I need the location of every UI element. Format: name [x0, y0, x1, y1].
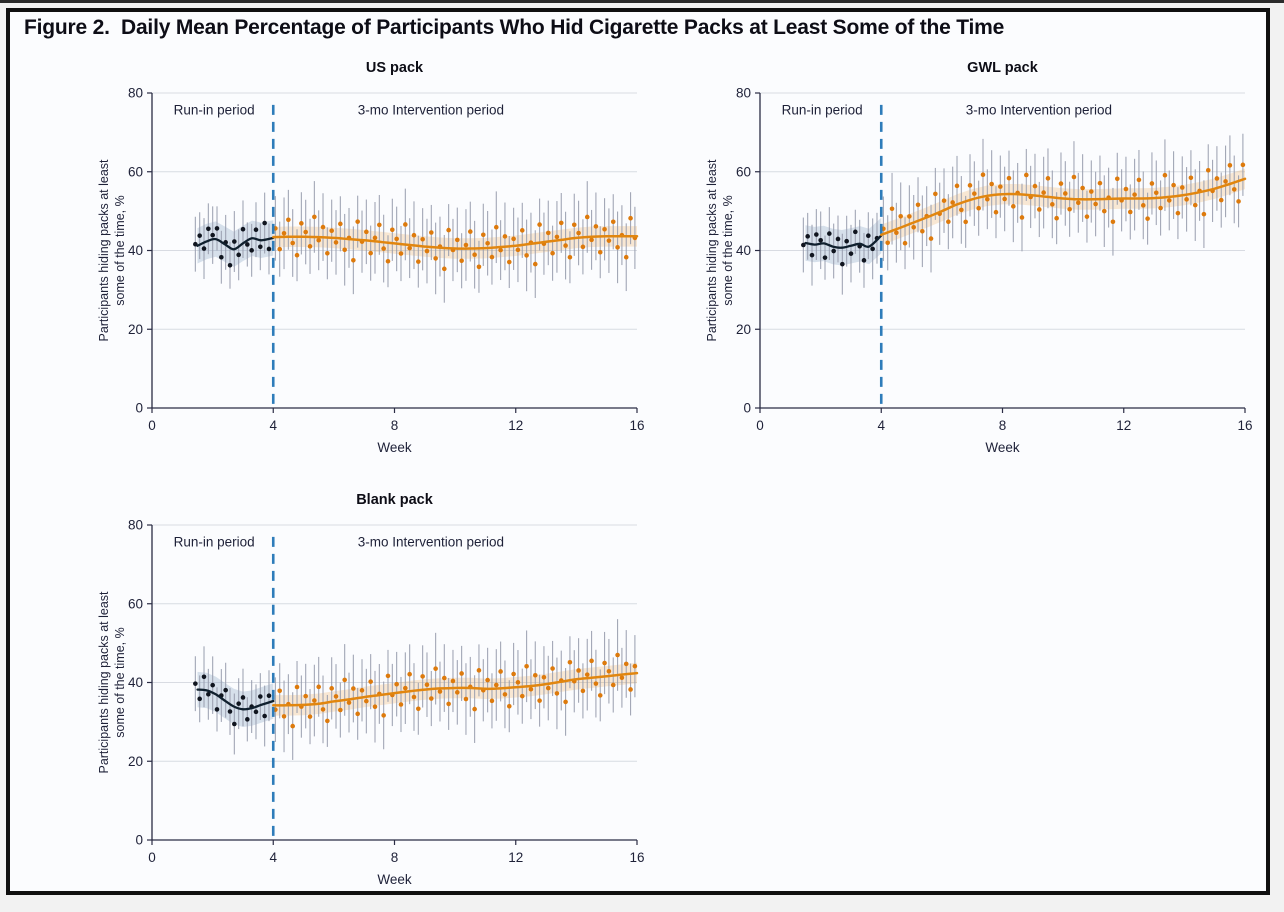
figure-2-container: Figure 2. Daily Mean Percentage of Parti… [6, 8, 1270, 895]
y-tick-label: 0 [135, 833, 143, 848]
x-tick-label: 4 [269, 418, 277, 433]
y-tick-label: 20 [128, 322, 143, 337]
intervention-trend-line [272, 235, 639, 250]
panel-title: Blank pack [356, 492, 433, 508]
intervention-period-label: 3-mo Intervention period [358, 535, 504, 550]
y-tick-label: 80 [128, 518, 143, 533]
x-tick-label: 16 [1237, 418, 1252, 433]
x-axis-label: Week [985, 440, 1020, 455]
y-tick-label: 40 [128, 675, 143, 690]
intervention-confidence-band [881, 168, 1245, 245]
intervention-trend-line [272, 671, 639, 707]
x-tick-label: 12 [508, 418, 523, 433]
intervention-period-label: 3-mo Intervention period [358, 103, 504, 118]
y-tick-label: 20 [736, 322, 751, 337]
y-axis-label-line1: Participants hiding packs at least [97, 591, 111, 774]
run-in-confidence-band [805, 217, 882, 266]
y-tick-label: 20 [128, 754, 143, 769]
x-tick-label: 8 [999, 418, 1007, 433]
x-axis-label: Week [377, 872, 412, 887]
y-tick-label: 80 [128, 86, 143, 101]
panel-gwl-pack: 0 20 40 60 80 0 4 8 12 16 Week Participants hiding … [705, 60, 1253, 455]
intervention-dots [273, 652, 638, 729]
x-tick-label: 8 [391, 418, 399, 433]
x-tick-label: 16 [629, 850, 644, 865]
run-in-confidence-band [197, 220, 274, 267]
y-tick-label: 0 [135, 401, 143, 416]
x-tick-label: 16 [629, 418, 644, 433]
run-in-period-label: Run-in period [782, 103, 863, 118]
y-tick-label: 60 [736, 164, 751, 179]
intervention-period-label: 3-mo Intervention period [966, 103, 1112, 118]
run-in-trend-line [196, 236, 275, 251]
panel-title: US pack [366, 60, 424, 76]
intervention-trend-line [880, 177, 1247, 237]
y-axis-label-line2: some of the time, % [721, 195, 735, 305]
x-tick-label: 8 [391, 850, 399, 865]
y-tick-label: 0 [743, 401, 751, 416]
run-in-dots [193, 220, 272, 268]
figure-title: Figure 2. Daily Mean Percentage of Parti… [24, 16, 1005, 39]
run-in-trend-line [196, 688, 275, 711]
y-axis-label-line2: some of the time, % [113, 195, 127, 305]
run-in-period-label: Run-in period [174, 103, 255, 118]
y-tick-label: 40 [736, 243, 751, 258]
x-tick-label: 12 [508, 850, 523, 865]
y-axis-label-line1: Participants hiding packs at least [705, 159, 719, 342]
intervention-confidence-band [273, 226, 637, 259]
x-tick-label: 4 [877, 418, 885, 433]
intervention-dots [273, 214, 638, 272]
y-tick-label: 60 [128, 164, 143, 179]
y-tick-label: 60 [128, 596, 143, 611]
y-axis-label-line2: some of the time, % [113, 627, 127, 737]
y-tick-label: 80 [736, 86, 751, 101]
run-in-trend-line [804, 234, 883, 249]
panel-blank-pack: 0 20 40 60 80 0 4 8 12 16 Week Participants hiding … [97, 492, 645, 887]
x-axis-label: Week [377, 440, 412, 455]
panel-us-pack: 0 20 40 60 80 0 4 8 12 16 Week Participants hiding … [97, 60, 645, 455]
x-tick-label: 0 [148, 418, 156, 433]
x-tick-label: 12 [1116, 418, 1131, 433]
panel-title: GWL pack [967, 60, 1039, 76]
run-in-period-label: Run-in period [174, 535, 255, 550]
y-axis-label-line1: Participants hiding packs at least [97, 159, 111, 342]
top-edge-strip [0, 0, 1284, 3]
x-tick-label: 4 [269, 850, 277, 865]
x-tick-label: 0 [756, 418, 764, 433]
x-tick-label: 0 [148, 850, 156, 865]
y-tick-label: 40 [128, 243, 143, 258]
